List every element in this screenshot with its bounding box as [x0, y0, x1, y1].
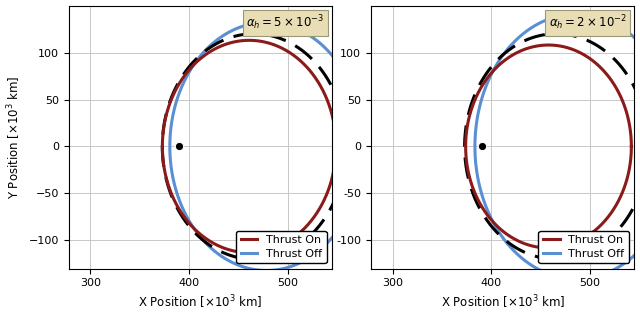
Legend: Thrust On, Thrust Off: Thrust On, Thrust Off — [538, 231, 629, 263]
X-axis label: X Position [$\times 10^3$ km]: X Position [$\times 10^3$ km] — [440, 294, 565, 311]
X-axis label: X Position [$\times 10^3$ km]: X Position [$\times 10^3$ km] — [138, 294, 262, 311]
Legend: Thrust On, Thrust Off: Thrust On, Thrust Off — [236, 231, 326, 263]
Text: $\alpha_h = 2 \times 10^{-2}$: $\alpha_h = 2 \times 10^{-2}$ — [548, 13, 627, 32]
Text: $\alpha_h = 5 \times 10^{-3}$: $\alpha_h = 5 \times 10^{-3}$ — [246, 13, 324, 32]
Y-axis label: Y Position [$\times 10^3$ km]: Y Position [$\times 10^3$ km] — [6, 75, 23, 199]
